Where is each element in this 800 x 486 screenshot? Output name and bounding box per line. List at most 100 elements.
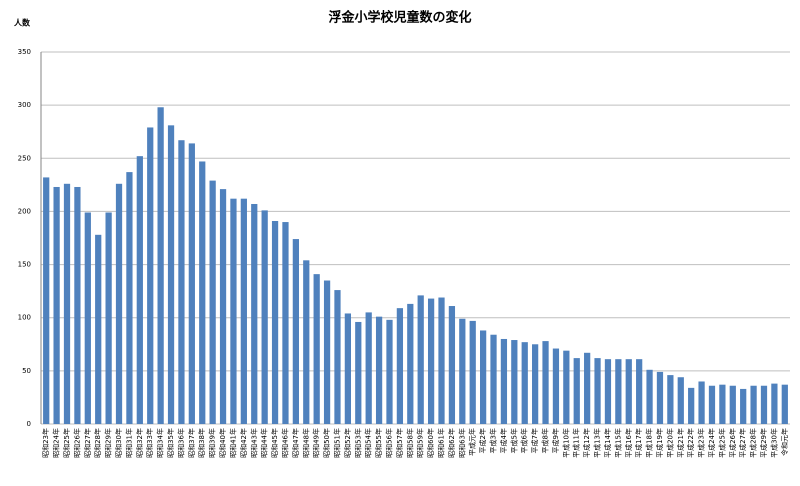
bar <box>53 186 60 424</box>
x-tick-label: 昭和27年 <box>83 428 92 458</box>
bar <box>490 334 497 424</box>
x-tick-label: 昭和45年 <box>270 428 279 458</box>
bar <box>282 222 289 424</box>
x-tick-label: 昭和52年 <box>343 428 352 458</box>
x-tick-label: 昭和53年 <box>353 428 362 458</box>
bar <box>396 308 404 424</box>
x-tick-label: 昭和34年 <box>156 428 165 458</box>
bar <box>636 359 643 424</box>
bar <box>334 290 341 424</box>
x-tick-label: 平成8年 <box>541 428 550 453</box>
bar <box>740 388 747 424</box>
bar <box>417 295 424 424</box>
bar <box>646 369 653 424</box>
x-tick-label: 平成20年 <box>665 428 674 458</box>
x-tick-label: 昭和30年 <box>114 428 123 458</box>
x-tick-label: 平成6年 <box>520 428 529 453</box>
x-tick-label: 昭和24年 <box>52 428 61 458</box>
bar <box>355 321 362 424</box>
bar <box>230 198 237 424</box>
x-tick-label: 昭和42年 <box>239 428 248 458</box>
y-axis-label: 人数 <box>14 18 31 28</box>
y-tick-label: 200 <box>18 207 31 215</box>
x-tick-label: 昭和58年 <box>405 428 414 458</box>
bar <box>584 352 591 424</box>
bar <box>251 203 258 424</box>
x-tick-label: 昭和36年 <box>176 428 185 458</box>
bar <box>500 338 508 424</box>
x-tick-label: 平成12年 <box>582 428 591 458</box>
x-tick-label: 平成24年 <box>707 428 716 458</box>
x-tick-label: 平成25年 <box>717 428 726 458</box>
bar <box>760 385 768 424</box>
bar <box>167 125 175 424</box>
bar <box>427 298 435 424</box>
x-tick-label: 平成7年 <box>530 428 539 453</box>
bar <box>469 320 476 424</box>
y-tick-label: 350 <box>18 48 31 56</box>
x-tick-label: 昭和49年 <box>312 428 321 458</box>
bar <box>479 330 487 424</box>
bar <box>511 340 518 424</box>
x-tick-label: 昭和56年 <box>384 428 393 458</box>
y-tick-label: 300 <box>18 101 31 109</box>
x-tick-label: 昭和35年 <box>166 428 175 458</box>
x-tick-label: 平成9年 <box>551 428 560 453</box>
bar <box>136 156 143 424</box>
bar <box>615 359 622 424</box>
x-tick-label: 昭和31年 <box>124 428 133 458</box>
bar <box>199 161 206 424</box>
bar <box>375 316 383 424</box>
x-tick-label: 平成30年 <box>769 428 778 458</box>
bar <box>126 172 133 424</box>
x-tick-label: 昭和47年 <box>291 428 300 458</box>
x-tick-label: 昭和46年 <box>280 428 289 458</box>
bar <box>313 274 320 424</box>
x-tick-label: 昭和37年 <box>187 428 196 458</box>
bar <box>157 107 164 425</box>
x-tick-label: 昭和44年 <box>260 428 269 458</box>
x-tick-label: 昭和29年 <box>104 428 113 458</box>
x-tick-label: 昭和63年 <box>457 428 466 458</box>
y-tick-label: 0 <box>27 420 31 428</box>
x-tick-label: 平成17年 <box>634 428 643 458</box>
bar <box>438 297 445 424</box>
bar <box>698 381 705 424</box>
y-tick-label: 250 <box>18 154 31 162</box>
x-tick-label: 平成22年 <box>686 428 695 458</box>
bar <box>656 371 664 424</box>
bar <box>563 350 570 424</box>
x-tick-label: 昭和23年 <box>41 428 50 458</box>
bar <box>625 359 632 424</box>
bar <box>667 375 674 424</box>
x-tick-label: 平成29年 <box>759 428 768 458</box>
bar <box>344 313 352 424</box>
x-tick-label: 平成18年 <box>645 428 654 458</box>
x-tick-label: 令和元年 <box>780 428 789 456</box>
x-tick-label: 平成21年 <box>676 428 685 458</box>
x-tick-label: 昭和60年 <box>426 428 435 458</box>
bar <box>115 183 123 424</box>
bar <box>407 303 414 424</box>
bar <box>781 384 788 424</box>
x-tick-label: 平成19年 <box>655 428 664 458</box>
bar <box>448 306 456 424</box>
bar <box>552 348 560 424</box>
x-tick-label: 昭和55年 <box>374 428 383 458</box>
bar <box>386 319 393 424</box>
x-tick-label: 平成10年 <box>561 428 570 458</box>
bar <box>178 140 185 424</box>
bar <box>365 312 372 424</box>
bar <box>604 359 612 424</box>
x-tick-label: 昭和57年 <box>395 428 404 458</box>
x-tick-label: 平成16年 <box>624 428 633 458</box>
x-tick-label: 昭和25年 <box>62 428 71 458</box>
bar <box>750 385 757 424</box>
bar <box>532 344 539 424</box>
bar <box>594 358 601 424</box>
x-tick-label: 平成5年 <box>509 428 518 453</box>
bar <box>542 341 549 424</box>
bar <box>708 385 716 424</box>
bar <box>95 234 102 424</box>
